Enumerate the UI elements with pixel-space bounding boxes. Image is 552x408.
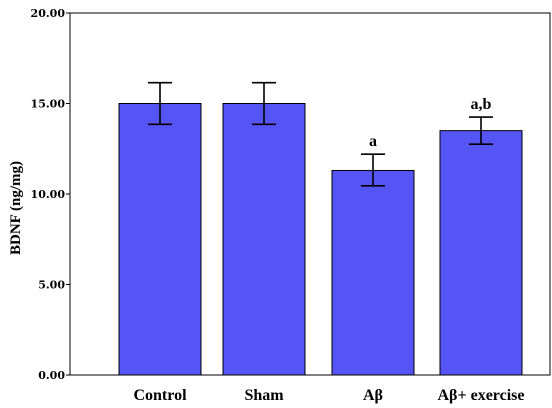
x-category-label: Sham	[244, 387, 284, 404]
x-category-label: Aβ	[363, 387, 383, 404]
error-bars	[148, 81, 493, 187]
y-tick-label: 15.00	[31, 98, 66, 111]
y-axis-ticks: 0.00 5.00 10.00 15.00 20.00	[31, 7, 70, 382]
x-category-label: Aβ+ exercise	[438, 387, 525, 404]
significance-label: a,b	[471, 96, 492, 113]
bars	[118, 103, 523, 376]
y-tick-label: 0.00	[38, 369, 65, 382]
x-category-label: Control	[133, 387, 187, 404]
significance-label: a	[369, 133, 377, 150]
significance-annotations: a a,b	[369, 96, 492, 150]
x-axis-labels: Control Sham Aβ Aβ+ exercise	[133, 387, 524, 404]
y-tick-label: 10.00	[31, 188, 66, 201]
bar	[331, 169, 415, 376]
bar	[439, 130, 523, 376]
y-axis-title: BDNF (ng/mg)	[8, 161, 24, 255]
y-tick-label: 5.00	[38, 279, 65, 292]
bar	[222, 103, 306, 376]
y-tick-label: 20.00	[31, 7, 66, 20]
bar	[118, 103, 202, 376]
